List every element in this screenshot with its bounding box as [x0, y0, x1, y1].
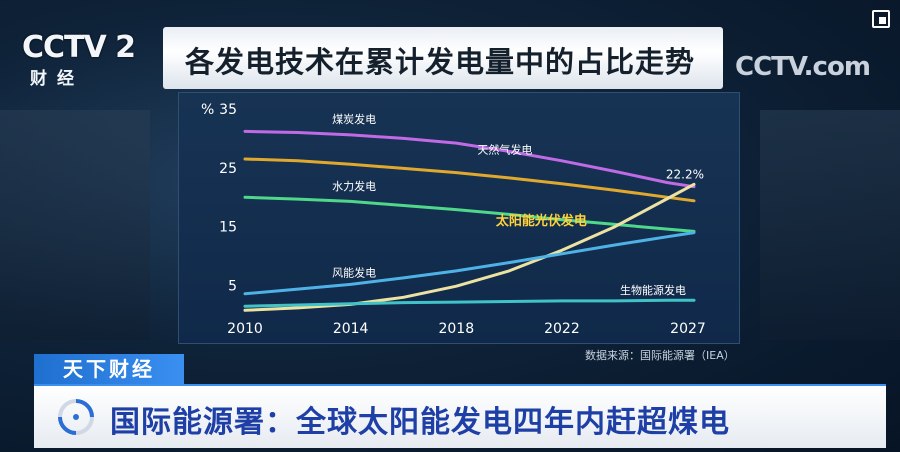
- x-tick-label: 2018: [438, 321, 474, 337]
- picture-in-picture-icon[interactable]: [872, 10, 890, 28]
- x-tick-label: 2027: [670, 321, 706, 337]
- series-line: [243, 182, 696, 312]
- series-label: 煤炭发电: [332, 112, 376, 126]
- x-tick-label: 2010: [227, 321, 263, 337]
- background-studio-panel-right: [760, 110, 900, 340]
- annotation-label: 22.2%: [666, 167, 704, 181]
- series-line: [243, 298, 696, 308]
- background-studio-panel: [0, 110, 150, 340]
- news-ticker: 国际能源署：全球太阳能发电四年内赶超煤电: [34, 384, 886, 448]
- y-tick-label: 5: [228, 279, 237, 295]
- x-tick-label: 2014: [333, 321, 369, 337]
- watermark-logo: CCTV.com: [735, 52, 871, 82]
- channel-logo: CCTV 2 财经: [22, 30, 136, 89]
- series-line: [243, 157, 696, 203]
- chart-title-bar: 各发电技术在累计发电量中的占比走势: [163, 27, 723, 89]
- line-chart: % 35 25 15 5 2010 2014 2018 2022 2027 煤炭发电天然气发电水力发…: [201, 102, 706, 337]
- chart-title: 各发电技术在累计发电量中的占比走势: [185, 45, 696, 79]
- series-label: 天然气发电: [477, 143, 532, 157]
- y-tick-label: 15: [219, 220, 237, 236]
- data-source: 数据来源：国际能源署（IEA）: [585, 349, 735, 362]
- channel-logo-mark: CCTV 2: [22, 30, 136, 65]
- series-label: 太阳能光伏发电: [495, 213, 587, 229]
- series-label: 水力发电: [332, 179, 376, 193]
- series-line: [243, 231, 696, 296]
- y-axis-unit: %: [201, 102, 214, 118]
- spinner-icon: [58, 399, 94, 435]
- series-label: 生物能源发电: [620, 283, 686, 297]
- headline: 国际能源署：全球太阳能发电四年内赶超煤电: [110, 405, 730, 440]
- series-line: [243, 195, 696, 233]
- y-tick-label: 35: [219, 102, 237, 118]
- channel-name: 财经: [30, 69, 84, 89]
- series-line: [243, 129, 696, 189]
- series-label: 风能发电: [332, 266, 376, 280]
- x-tick-label: 2022: [544, 321, 580, 337]
- chart-panel: % 35 25 15 5 2010 2014 2018 2022 2027 煤炭发电天然气发电水力发…: [178, 92, 740, 344]
- program-badge: 天下财经: [34, 354, 184, 384]
- y-tick-label: 25: [219, 161, 237, 177]
